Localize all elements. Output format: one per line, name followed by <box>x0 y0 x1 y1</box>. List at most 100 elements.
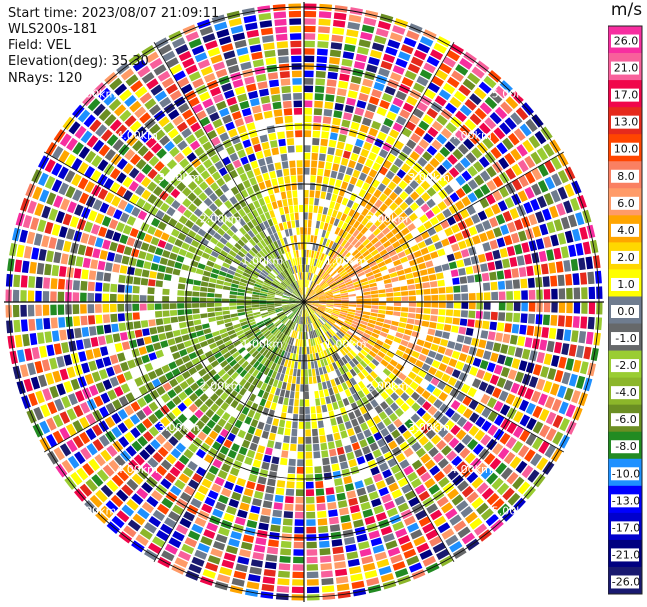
gate-cell <box>409 336 418 344</box>
gate-cell <box>183 419 194 430</box>
start-time-label: Start time: 2023/08/07 21:09:11 <box>8 6 220 21</box>
gate-cell <box>328 240 334 249</box>
gate-cell <box>379 331 388 338</box>
gate-cell <box>158 264 166 273</box>
colorbar-tick-bg <box>611 332 639 346</box>
gate-cell <box>154 288 163 295</box>
gate-cell <box>294 391 300 399</box>
gate-cell <box>289 304 297 308</box>
gate-cell <box>316 503 326 511</box>
gate-cell <box>342 51 355 60</box>
gate-cell <box>433 42 447 54</box>
gate-cell <box>521 348 531 360</box>
gate-cell <box>263 220 270 229</box>
gate-cell <box>267 393 274 402</box>
gate-cell <box>525 402 536 415</box>
gate-cell <box>51 223 61 236</box>
gate-cell <box>148 401 159 412</box>
gate-cell <box>360 31 373 41</box>
gate-cell <box>279 71 290 79</box>
gate-cell <box>304 130 312 138</box>
gate-cell <box>261 269 269 276</box>
gate-cell <box>312 428 318 437</box>
gate-cell <box>321 214 327 223</box>
gate-cell <box>281 299 290 302</box>
gate-cell <box>295 504 304 511</box>
gate-cell <box>151 470 163 482</box>
gate-cell <box>243 255 252 263</box>
gate-cell <box>264 179 272 188</box>
gate-cell <box>360 277 368 283</box>
gate-cell <box>88 270 97 280</box>
gate-cell <box>122 224 132 235</box>
gate-cell <box>336 332 343 339</box>
gate-cell <box>462 421 474 432</box>
gate-cell <box>79 192 89 205</box>
gate-cell <box>114 386 124 397</box>
gate-cell <box>214 293 222 298</box>
gate-cell <box>120 383 131 394</box>
gate-cell <box>291 243 296 251</box>
gate-cell <box>177 77 190 88</box>
gate-cell <box>483 292 491 301</box>
gate-cell <box>406 555 420 566</box>
gate-cell <box>471 378 482 389</box>
gate-cell <box>356 456 366 465</box>
gate-cell <box>95 382 106 394</box>
gate-cell <box>323 287 331 292</box>
gate-cell <box>272 269 279 276</box>
gate-cell <box>332 288 340 293</box>
gate-cell <box>231 443 240 452</box>
gate-cell <box>204 187 214 197</box>
gate-cell <box>513 302 521 312</box>
gate-cell <box>423 302 431 308</box>
gate-cell <box>224 340 233 347</box>
gate-cell <box>132 303 140 311</box>
gate-cell <box>370 237 379 245</box>
gate-cell <box>487 132 500 145</box>
gate-cell <box>268 377 275 386</box>
gate-cell <box>311 323 315 331</box>
gate-cell <box>304 296 310 302</box>
gate-cell <box>107 389 117 401</box>
gate-cell <box>344 190 352 199</box>
gate-cell <box>59 443 72 457</box>
gate-cell <box>370 290 379 295</box>
gate-cell <box>95 213 105 225</box>
azimuth-spoke <box>303 301 565 453</box>
gate-cell <box>141 163 153 175</box>
gate-cell <box>203 197 213 207</box>
gate-cell <box>9 350 18 365</box>
gate-cell <box>536 147 549 161</box>
gate-cell <box>486 166 497 178</box>
gate-cell <box>281 304 290 307</box>
gate-cell <box>551 173 562 187</box>
gate-cell <box>223 281 232 287</box>
gate-cell <box>396 269 405 276</box>
gate-cell <box>348 411 356 420</box>
gate-cell <box>413 250 422 258</box>
gate-cell <box>293 406 299 414</box>
gate-cell <box>395 115 407 126</box>
gate-cell <box>391 429 401 439</box>
gate-cell <box>469 113 482 126</box>
gate-cell <box>348 497 359 506</box>
gate-cell <box>334 561 346 569</box>
gate-cell <box>219 566 233 576</box>
gate-cell <box>317 244 322 252</box>
gate-cell <box>453 309 461 317</box>
gate-cell <box>203 529 216 539</box>
gate-cell <box>449 333 458 341</box>
gate-cell <box>282 526 293 534</box>
gate-cell <box>14 334 23 348</box>
gate-cell <box>418 369 427 378</box>
gate-cell <box>317 510 327 518</box>
gate-cell <box>255 119 265 129</box>
gate-cell <box>220 382 229 391</box>
gate-cell <box>243 381 251 390</box>
gate-cell <box>351 442 361 451</box>
gate-cell <box>369 442 379 452</box>
gate-cell <box>565 358 575 371</box>
gate-cell <box>289 33 302 40</box>
gate-cell <box>211 413 221 423</box>
